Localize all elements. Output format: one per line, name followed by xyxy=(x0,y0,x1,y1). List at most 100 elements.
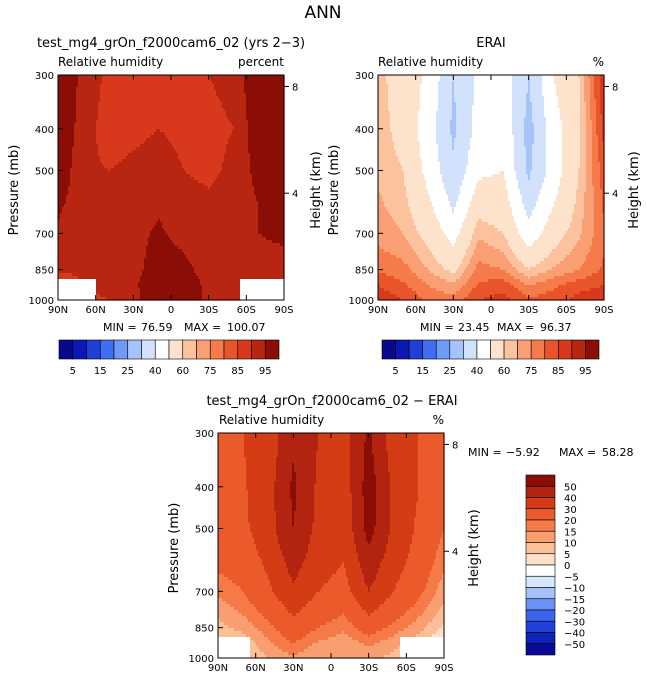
contour-cell xyxy=(218,123,221,127)
contour-cell xyxy=(100,114,103,118)
contour-cell xyxy=(174,84,177,88)
contour-cell xyxy=(116,129,119,133)
contour-cell xyxy=(222,150,225,154)
contour-cell xyxy=(266,78,269,82)
contour-cell xyxy=(152,129,155,133)
contour-cell xyxy=(118,96,121,100)
contour-cell xyxy=(252,93,255,97)
contour-cell xyxy=(212,144,215,148)
contour-cell xyxy=(268,135,271,139)
contour-cell xyxy=(246,111,249,115)
contour-cell xyxy=(134,141,137,145)
contour-cell xyxy=(114,96,117,100)
contour-cell xyxy=(168,153,171,157)
contour-cell xyxy=(162,129,165,133)
contour-cell xyxy=(230,123,233,127)
contour-cell xyxy=(176,78,179,82)
contour-cell xyxy=(76,132,79,136)
contour-cell xyxy=(60,135,63,139)
contour-cell xyxy=(198,102,201,106)
contour-cell xyxy=(66,102,69,106)
contour-cell xyxy=(118,129,121,133)
contour-cell xyxy=(282,129,285,133)
contour-cell xyxy=(268,117,271,121)
contour-cell xyxy=(82,126,85,130)
contour-cell xyxy=(62,141,65,145)
contour-cell xyxy=(122,135,125,139)
contour-cell xyxy=(154,78,157,82)
contour-cell xyxy=(114,93,117,97)
contour-cell xyxy=(92,144,95,148)
contour-cell xyxy=(250,78,253,82)
contour-cell xyxy=(278,90,281,94)
contour-cell xyxy=(232,87,235,91)
contour-cell xyxy=(220,78,223,82)
contour-cell xyxy=(70,120,73,124)
contour-cell xyxy=(182,75,185,79)
contour-cell xyxy=(204,132,207,136)
contour-cell xyxy=(246,78,249,82)
contour-cell xyxy=(280,147,283,151)
contour-cell xyxy=(70,96,73,100)
contour-cell xyxy=(148,132,151,136)
contour-cell xyxy=(76,141,79,145)
contour-cell xyxy=(68,108,71,112)
contour-cell xyxy=(142,141,145,145)
contour-cell xyxy=(92,105,95,109)
contour-cell xyxy=(196,102,199,106)
contour-cell xyxy=(164,111,167,115)
contour-cell xyxy=(154,90,157,94)
contour-cell xyxy=(246,90,249,94)
contour-cell xyxy=(110,144,113,148)
contour-cell xyxy=(232,132,235,136)
contour-cell xyxy=(136,105,139,109)
contour-cell xyxy=(254,153,257,157)
contour-cell xyxy=(176,96,179,100)
contour-cell xyxy=(62,114,65,118)
contour-cell xyxy=(66,120,69,124)
contour-cell xyxy=(246,132,249,136)
contour-cell xyxy=(106,111,109,115)
contour-cell xyxy=(190,141,193,145)
contour-cell xyxy=(210,105,213,109)
contour-cell xyxy=(240,138,243,142)
contour-cell xyxy=(178,93,181,97)
contour-cell xyxy=(226,144,229,148)
contour-cell xyxy=(102,150,105,154)
contour-cell xyxy=(112,90,115,94)
contour-cell xyxy=(174,147,177,151)
contour-cell xyxy=(74,114,77,118)
contour-cell xyxy=(164,126,167,130)
contour-cell xyxy=(248,99,251,103)
contour-cell xyxy=(98,81,101,85)
contour-cell xyxy=(196,132,199,136)
contour-cell xyxy=(134,102,137,106)
contour-cell xyxy=(112,81,115,85)
contour-cell xyxy=(110,156,113,160)
contour-cell xyxy=(86,123,89,127)
contour-cell xyxy=(106,117,109,121)
contour-cell xyxy=(62,96,65,100)
contour-cell xyxy=(96,105,99,109)
contour-cell xyxy=(172,144,175,148)
contour-cell xyxy=(64,99,67,103)
contour-cell xyxy=(242,120,245,124)
contour-cell xyxy=(120,138,123,142)
contour-cell xyxy=(204,75,207,79)
contour-cell xyxy=(68,147,71,151)
contour-cell xyxy=(276,126,279,130)
contour-cell xyxy=(242,135,245,139)
contour-cell xyxy=(104,84,107,88)
contour-cell xyxy=(262,144,265,148)
contour-cell xyxy=(92,87,95,91)
contour-cell xyxy=(80,147,83,151)
contour-cell xyxy=(146,144,149,148)
contour-cell xyxy=(144,108,147,112)
contour-cell xyxy=(124,147,127,151)
contour-cell xyxy=(174,75,177,79)
contour-cell xyxy=(94,81,97,85)
contour-cell xyxy=(236,96,239,100)
contour-cell xyxy=(230,102,233,106)
contour-cell xyxy=(112,78,115,82)
contour-cell xyxy=(104,129,107,133)
